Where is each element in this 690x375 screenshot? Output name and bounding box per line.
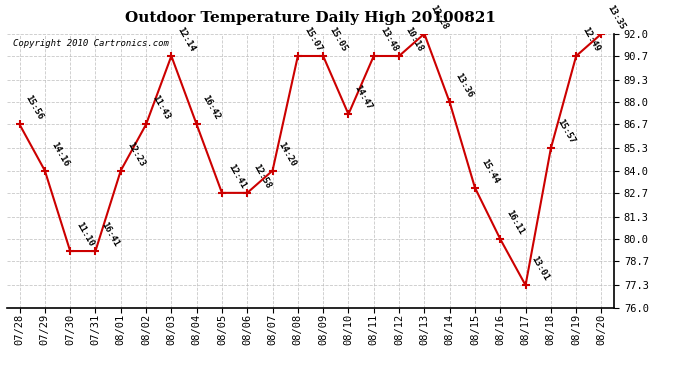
Text: 15:05: 15:05 [327,26,348,53]
Text: 12:14: 12:14 [175,26,197,53]
Text: 13:36: 13:36 [454,72,475,99]
Text: 14:20: 14:20 [277,140,298,168]
Text: 13:35: 13:35 [606,3,627,31]
Text: 16:41: 16:41 [99,220,121,248]
Text: Copyright 2010 Cartronics.com: Copyright 2010 Cartronics.com [13,39,169,48]
Text: 13:48: 13:48 [378,26,399,53]
Text: 15:44: 15:44 [479,157,500,185]
Text: 15:07: 15:07 [302,26,323,53]
Text: 15:56: 15:56 [23,94,45,122]
Text: 12:23: 12:23 [125,140,146,168]
Text: Outdoor Temperature Daily High 20100821: Outdoor Temperature Daily High 20100821 [125,11,496,25]
Text: 12:28: 12:28 [428,3,450,31]
Text: 12:41: 12:41 [226,162,247,190]
Text: 12:58: 12:58 [251,162,273,190]
Text: 14:16: 14:16 [49,140,70,168]
Text: 15:57: 15:57 [555,118,576,146]
Text: 16:42: 16:42 [201,94,222,122]
Text: 14:47: 14:47 [353,84,374,111]
Text: 16:11: 16:11 [504,209,526,236]
Text: 11:43: 11:43 [150,94,171,122]
Text: 13:01: 13:01 [530,255,551,282]
Text: 10:18: 10:18 [403,26,424,53]
Text: 12:49: 12:49 [580,26,602,53]
Text: 11:10: 11:10 [75,220,95,248]
